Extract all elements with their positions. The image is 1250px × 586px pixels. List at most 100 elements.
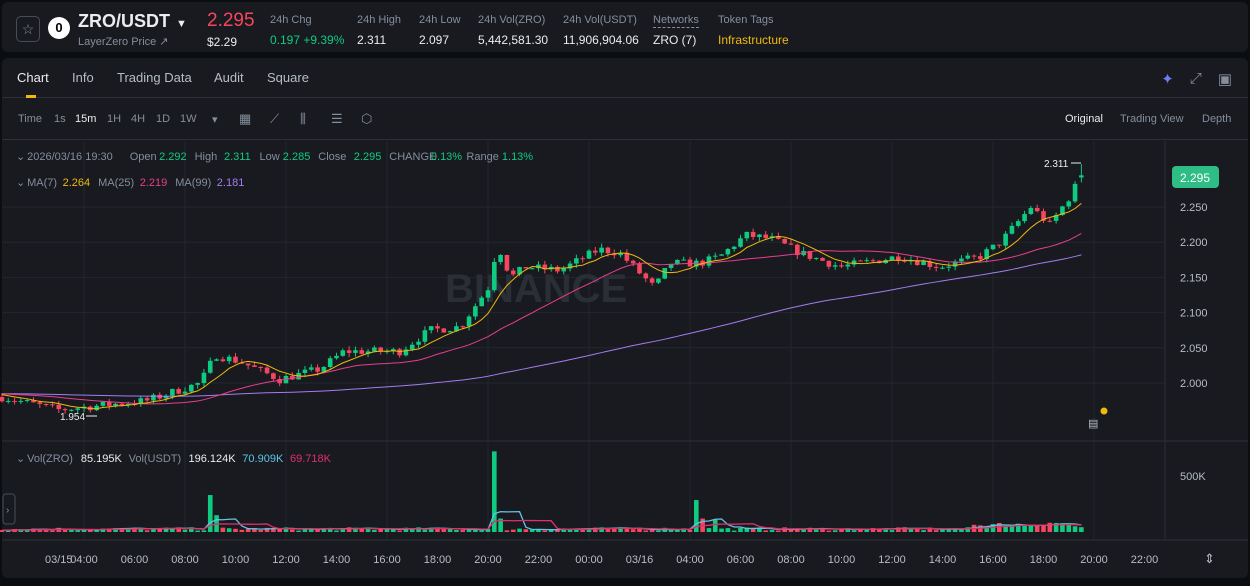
price-link[interactable]: LayerZero Price ↗ <box>78 36 169 48</box>
tab-trading-data[interactable]: Trading Data <box>117 70 192 85</box>
candle-up <box>990 244 996 250</box>
stat-24h-vol-zro-: 24h Vol(ZRO) 5,442,581.30 <box>478 14 549 47</box>
collapse-panel-button[interactable] <box>2 493 16 525</box>
volume-bar <box>965 527 971 532</box>
interval-1h[interactable]: 1H <box>107 113 122 125</box>
interval-1w[interactable]: 1W <box>180 113 197 125</box>
volume-bar <box>801 528 806 532</box>
candle-up <box>719 254 724 256</box>
view-depth[interactable]: Depth <box>1202 113 1232 125</box>
candle-up <box>864 260 870 262</box>
vol-zro-value: 85.195K <box>81 453 123 465</box>
volume-bar <box>498 518 503 532</box>
ai-sparkle-icon[interactable]: ✦ <box>1161 71 1174 88</box>
volume-bar <box>416 527 421 532</box>
interval-1s[interactable]: 1s <box>54 113 66 125</box>
volume-bar <box>485 528 491 532</box>
volume-bar <box>151 528 156 532</box>
volume-bar <box>997 522 1002 532</box>
time-tick: 22:00 <box>1131 554 1159 566</box>
interval-15m[interactable]: 15m <box>75 113 97 125</box>
volume-bar <box>914 528 920 532</box>
tab-chart[interactable]: Chart <box>17 70 49 85</box>
more-intervals-caret-icon[interactable]: ▾ <box>212 114 218 126</box>
volume-bar <box>479 530 484 532</box>
candle-up <box>403 349 409 356</box>
current-price-label: 2.295 <box>1180 171 1210 185</box>
stat-24h-low: 24h Low 2.097 <box>419 14 461 47</box>
time-tick: 20:00 <box>1080 554 1108 566</box>
candle-down <box>378 347 383 352</box>
candle-up <box>959 258 964 262</box>
star-icon[interactable]: ☆ <box>16 16 40 42</box>
interval-4h[interactable]: 4H <box>131 113 146 125</box>
hex-settings-icon[interactable]: ⬡ <box>361 111 373 126</box>
interval-1d[interactable]: 1D <box>156 113 171 125</box>
candle-down <box>435 326 440 329</box>
candle-down <box>397 349 402 356</box>
layout-grid-icon[interactable]: ▣ <box>1217 71 1232 88</box>
volume-bar <box>605 529 611 532</box>
candle-up <box>813 257 819 259</box>
view-trading-view[interactable]: Trading View <box>1120 113 1184 125</box>
candle-up <box>24 400 30 402</box>
settings-list-icon[interactable]: ☰ <box>331 111 343 126</box>
candle-up <box>757 234 762 238</box>
usd-price: $2.29 <box>207 35 238 49</box>
volume-bar <box>5 530 11 532</box>
view-original[interactable]: Original <box>1065 113 1103 125</box>
calendar-icon[interactable]: ▦ <box>239 111 252 126</box>
volume-bar <box>182 529 188 532</box>
candle-down <box>870 260 876 262</box>
candle-up <box>561 268 567 272</box>
stat-24h-vol-usdt-: 24h Vol(USDT) 11,906,904.06 <box>563 14 639 47</box>
volume-bar <box>372 529 377 532</box>
expand-icon[interactable]: ⤢ <box>1189 70 1202 87</box>
candle-down <box>782 238 787 244</box>
candle-up <box>214 359 219 361</box>
candle-up <box>75 408 80 410</box>
candle-down <box>914 260 920 266</box>
candle-down <box>37 402 43 404</box>
interval-time[interactable]: Time <box>18 113 43 125</box>
candle-up <box>675 259 680 265</box>
candle-down <box>839 265 844 267</box>
volume-bar <box>359 528 365 532</box>
volume-bar <box>510 529 516 532</box>
volume-bar <box>277 528 282 532</box>
volume-bar <box>536 529 541 532</box>
candle-up <box>668 264 674 268</box>
candle-type-icon[interactable]: ⫼ <box>300 111 306 126</box>
volume-bar <box>466 529 472 532</box>
candle-down <box>144 398 150 401</box>
volume-bar <box>119 528 125 532</box>
time-tick: 14:00 <box>929 554 957 566</box>
volume-bar <box>656 530 661 532</box>
volume-bar <box>365 528 371 532</box>
candle-up <box>940 267 945 269</box>
volume-bar <box>927 527 933 532</box>
candle-up <box>151 394 156 401</box>
volume-bar <box>668 530 674 532</box>
time-tick: 06:00 <box>121 554 149 566</box>
collapse-chevron-icon: ⌄ <box>16 151 25 163</box>
candle-up <box>182 391 188 394</box>
tab-info[interactable]: Info <box>72 70 94 85</box>
volume-bar <box>100 528 106 532</box>
candle-down <box>119 403 125 406</box>
volume-bar <box>1066 525 1072 532</box>
candle-down <box>580 258 585 260</box>
volume-bar <box>921 530 926 532</box>
volume-bar <box>839 528 844 532</box>
volume-bar <box>258 530 264 532</box>
volume-bar <box>889 530 895 532</box>
volume-bar <box>1003 526 1008 532</box>
symbol-selector[interactable]: ZRO/USDT ▼ <box>78 11 187 31</box>
indicator-icon[interactable]: ⟋ <box>270 111 280 126</box>
stat-networks[interactable]: Networks ZRO (7) <box>653 14 699 47</box>
candle-up <box>1003 233 1008 246</box>
tab-square[interactable]: Square <box>267 70 309 85</box>
tab-audit[interactable]: Audit <box>214 70 244 85</box>
volume-bar <box>952 529 958 532</box>
